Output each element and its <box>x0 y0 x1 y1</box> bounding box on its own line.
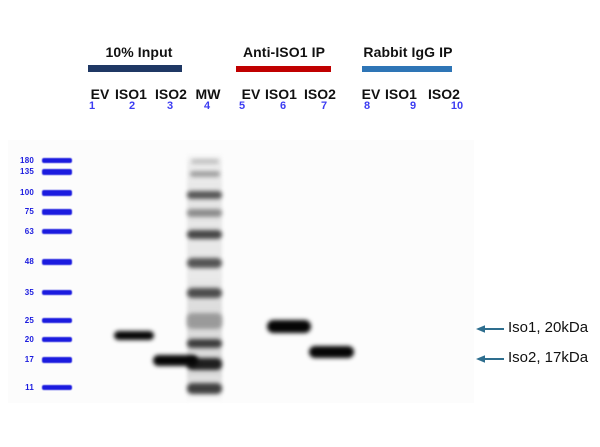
ladder-band <box>42 357 72 363</box>
lane-number: 7 <box>320 100 328 112</box>
lane-label: ISO2 <box>155 86 187 102</box>
group-underline-bar <box>236 66 331 72</box>
mw-ladder-band <box>187 258 222 268</box>
group-title: Rabbit IgG IP <box>363 44 453 60</box>
mw-ladder-band <box>187 382 222 394</box>
lane-label: ISO1 <box>385 86 417 102</box>
lane-number: 6 <box>279 100 287 112</box>
ladder-band <box>42 259 72 265</box>
lane-label: ISO2 <box>428 86 460 102</box>
lane-number: 1 <box>88 100 96 112</box>
ladder-band <box>42 169 72 175</box>
lane-number: 8 <box>363 100 371 112</box>
ladder-mw-label: 35 <box>24 287 34 297</box>
left-arrow-icon <box>475 352 505 364</box>
ladder-mw-label: 63 <box>24 226 34 236</box>
ladder-band <box>42 209 72 215</box>
mw-ladder-band <box>189 171 220 177</box>
mw-ladder-band <box>190 158 219 164</box>
ladder-band <box>42 190 72 196</box>
lane-label: EV <box>361 86 381 102</box>
ladder-band <box>42 384 72 391</box>
ladder-mw-label: 48 <box>24 257 34 266</box>
left-arrow-icon <box>475 322 505 334</box>
lane-number: 2 <box>128 100 136 112</box>
ladder-mw-label: 25 <box>24 315 34 325</box>
lane-number: 3 <box>166 100 174 112</box>
mw-ladder-band <box>187 288 222 298</box>
ladder-mw-label: 20 <box>24 334 34 344</box>
lane-label: EV <box>90 86 110 102</box>
mw-ladder-band <box>187 338 222 348</box>
ladder-band <box>42 289 72 296</box>
mw-ladder-band <box>187 191 222 199</box>
lane-label: ISO1 <box>265 86 297 102</box>
ladder-band <box>42 157 72 164</box>
protein-band <box>309 346 354 358</box>
mw-ladder-band <box>187 313 222 329</box>
lane-number: 4 <box>203 100 211 112</box>
ladder-band <box>42 228 72 235</box>
lane-label: ISO2 <box>304 86 336 102</box>
band-annotation-label: Iso2, 17kDa <box>508 349 589 366</box>
ladder-mw-label: 17 <box>24 355 34 364</box>
ladder-mw-label: 11 <box>25 382 34 392</box>
lane-number: 10 <box>450 100 464 112</box>
lane-label: MW <box>195 86 221 102</box>
lane-label: ISO1 <box>115 86 147 102</box>
ladder-mw-label: 75 <box>24 207 34 216</box>
group-underline-bar <box>362 66 452 72</box>
gel-membrane <box>8 140 474 403</box>
ladder-band <box>42 317 72 324</box>
ladder-band <box>42 336 72 343</box>
protein-band <box>114 330 154 340</box>
group-title: Anti-ISO1 IP <box>242 44 326 60</box>
band-annotation-label: Iso1, 20kDa <box>508 319 589 336</box>
lane-number: 5 <box>238 100 246 112</box>
mw-ladder-band <box>187 209 222 217</box>
mw-ladder-band <box>187 229 222 239</box>
lane-number: 9 <box>409 100 417 112</box>
ladder-mw-label: 100 <box>20 188 34 197</box>
lane-label: EV <box>241 86 261 102</box>
protein-band <box>153 355 198 366</box>
protein-band <box>267 319 311 333</box>
group-underline-bar <box>88 65 182 72</box>
ladder-mw-label: 180 <box>20 155 34 165</box>
ladder-mw-label: 135 <box>20 167 34 176</box>
group-title: 10% Input <box>105 44 173 60</box>
